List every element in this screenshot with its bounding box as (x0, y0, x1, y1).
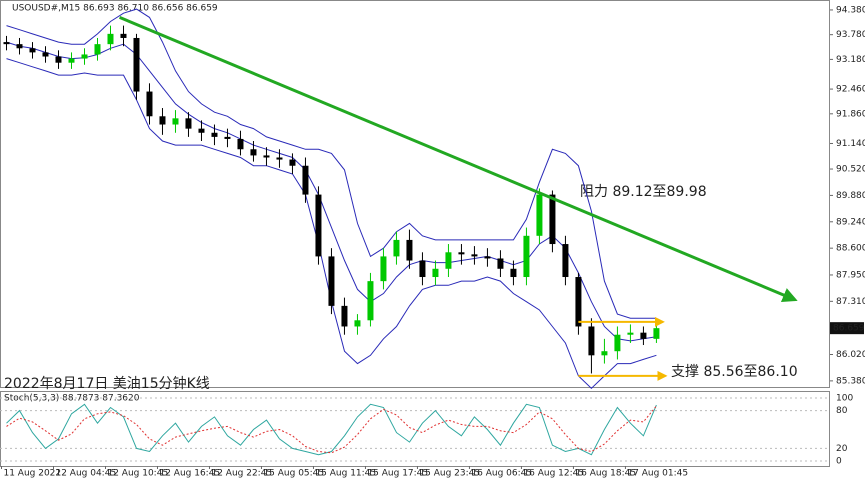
x-tick-label: 11 Aug 2022 (3, 469, 61, 479)
candle-body (211, 132, 218, 137)
candle-body (42, 52, 49, 57)
candle-body (653, 328, 660, 339)
candle-body (55, 56, 62, 63)
candle-body (380, 256, 387, 282)
candle-body (289, 159, 296, 166)
y-tick-label: 80 (836, 406, 848, 416)
y-tick-label: 89.880 (836, 191, 865, 201)
candle-body (406, 239, 413, 261)
candle-body (120, 33, 127, 38)
y-tick-label: 91.140 (836, 139, 865, 149)
candle-body (159, 116, 166, 125)
candle-body (523, 235, 530, 278)
x-tick-label: 12 Aug 16:45 (159, 469, 220, 479)
y-tick-label: 90.520 (836, 165, 865, 175)
candle-body (3, 42, 10, 45)
candle-body (445, 252, 452, 269)
candle-body (354, 320, 361, 327)
x-tick-label: 12 Aug 22:45 (211, 469, 272, 479)
candle-body (549, 194, 556, 245)
candle-body (29, 48, 36, 53)
candle-body (575, 277, 582, 327)
candle-body (419, 260, 426, 278)
y-tick-label: 0 (836, 456, 842, 466)
candle-body (302, 165, 309, 195)
main-frame (0, 0, 830, 388)
candle-body (276, 157, 283, 160)
candle-body (627, 332, 634, 335)
stoch-line (6, 403, 657, 456)
y-tick-label: 88.600 (836, 244, 865, 254)
candle-body (562, 244, 569, 278)
candle-body (497, 258, 504, 269)
candle-body (185, 118, 192, 129)
x-tick-label: 17 Aug 01:45 (627, 469, 688, 479)
candle-body (263, 155, 270, 158)
x-tick-label: 12 Aug 04:45 (55, 469, 116, 479)
y-tick-label: 85.380 (836, 376, 865, 386)
y-tick-label: 92.460 (836, 85, 865, 95)
y-tick-label: 87.950 (836, 270, 865, 280)
candle-body (198, 128, 205, 133)
candle-body (16, 44, 23, 49)
candle-body (94, 44, 101, 55)
trend-line (119, 16, 798, 302)
candle-body (237, 138, 244, 150)
y-tick-label: 91.860 (836, 109, 865, 119)
x-tick-label: 16 Aug 12:45 (523, 469, 584, 479)
x-tick-label: 16 Aug 18:45 (575, 469, 636, 479)
candle-body (510, 268, 517, 278)
stoch-line (6, 405, 657, 454)
y-tick-label: 86.020 (836, 350, 865, 360)
candle-body (341, 305, 348, 327)
candle-body (432, 268, 439, 278)
x-tick-label: 12 Aug 10:45 (107, 469, 168, 479)
x-tick-label: 15 Aug 23:45 (419, 469, 480, 479)
candle-body (81, 54, 88, 59)
chart-title: USOUSD#,M15 86.693 86.710 86.656 86.659 (12, 4, 218, 14)
candle-body (107, 33, 114, 45)
candle-body (393, 239, 400, 257)
current-price: 86.659 (833, 324, 865, 334)
candle-body (224, 136, 231, 139)
support-note: 支撑 85.56至86.10 (671, 364, 798, 380)
bollinger-band (6, 41, 657, 342)
y-tick-label: 93.180 (836, 55, 865, 65)
candle-body (133, 37, 140, 92)
candle-body (458, 252, 465, 255)
y-tick-label: 94.380 (836, 5, 865, 15)
x-tick-label: 15 Aug 17:45 (367, 469, 428, 479)
y-tick-label: 20 (836, 444, 848, 454)
bollinger-band (6, 8, 657, 319)
x-tick-label: 16 Aug 06:45 (471, 469, 532, 479)
candle-body (315, 194, 322, 257)
candle-body (588, 326, 595, 356)
candle-body (250, 149, 257, 156)
y-tick-label: 87.310 (836, 297, 865, 307)
candle-body (146, 91, 153, 117)
x-tick-label: 15 Aug 11:45 (315, 469, 376, 479)
candle-body (68, 58, 75, 63)
candle-body (601, 351, 608, 356)
candle-body (172, 118, 179, 125)
candle-body (484, 256, 491, 259)
y-tick-label: 100 (836, 394, 853, 404)
candle-body (640, 332, 647, 339)
caption: 2022年8月17日 美油15分钟K线 (4, 375, 210, 392)
y-tick-label: 93.780 (836, 30, 865, 40)
candle-body (328, 256, 335, 306)
x-tick-label: 15 Aug 05:45 (263, 469, 324, 479)
bollinger-band (6, 58, 657, 389)
candle-body (471, 254, 478, 257)
candle-body (614, 334, 621, 352)
y-tick-label: 89.240 (836, 217, 865, 227)
stoch-frame (0, 391, 830, 467)
resistance-note: 阻力 89.12至89.98 (580, 184, 707, 200)
price-box (830, 322, 864, 335)
candle-body (367, 281, 374, 321)
candle-body (536, 194, 543, 236)
